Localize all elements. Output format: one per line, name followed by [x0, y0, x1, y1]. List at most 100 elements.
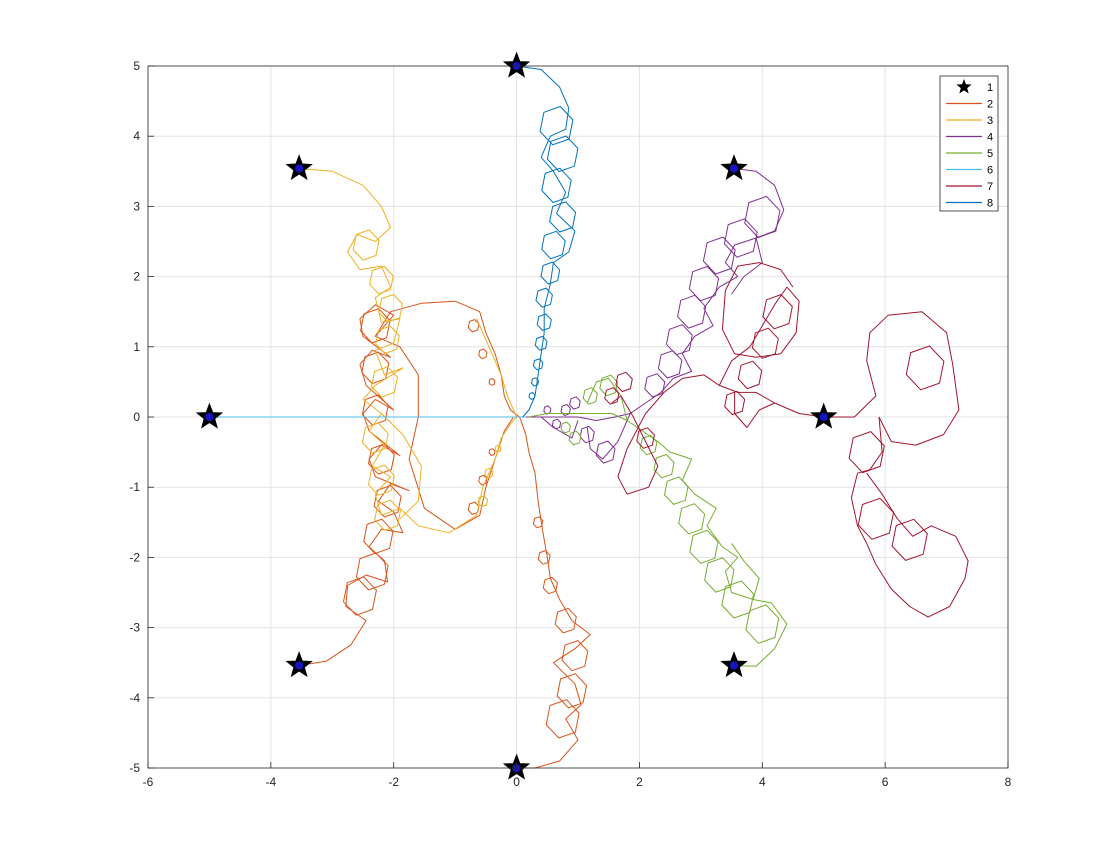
- series-5-loop: [678, 503, 706, 535]
- series-7-line: [611, 374, 824, 495]
- series-4-loop: [688, 266, 720, 302]
- series-4-loop: [677, 294, 707, 329]
- x-tick-label: 0: [513, 775, 520, 789]
- series-8-loop: [534, 335, 548, 351]
- series-8-loop: [546, 135, 579, 172]
- series-5-loop: [704, 557, 735, 593]
- y-tick-label: 0: [133, 410, 140, 424]
- series-5-loop: [568, 430, 582, 446]
- series-7-loop: [604, 387, 620, 405]
- marker-layer: [195, 51, 838, 780]
- series-2-loop: [542, 576, 558, 595]
- series-8-loop: [528, 392, 536, 400]
- series-8: [516, 65, 579, 418]
- series-3-loop: [371, 366, 398, 398]
- series-5-loop: [582, 387, 598, 405]
- y-tick-label: -4: [129, 691, 140, 705]
- series-8-loop: [540, 261, 561, 285]
- y-tick-label: -5: [129, 761, 140, 775]
- series-5-line: [731, 543, 760, 600]
- legend-star-icon: [956, 79, 972, 94]
- series-2-loop: [561, 640, 589, 672]
- series-2-loop: [478, 348, 488, 360]
- series-8-loop: [549, 201, 577, 233]
- series-4-line: [525, 168, 785, 421]
- series-2-line: [374, 300, 520, 418]
- x-tick-label: 8: [1005, 775, 1012, 789]
- x-tick-label: 6: [882, 775, 889, 789]
- series-7-loop: [636, 427, 655, 449]
- series-2: [299, 300, 591, 769]
- series-2-loop: [368, 443, 395, 475]
- series-2-loop: [467, 319, 480, 333]
- series-4-line: [540, 416, 579, 439]
- series-4-loop: [595, 440, 616, 464]
- series-2-loop: [488, 378, 496, 386]
- x-tick-label: -6: [143, 775, 154, 789]
- series-8-loop: [536, 313, 552, 331]
- series-7-line: [850, 416, 969, 618]
- series-7-line: [734, 392, 775, 428]
- series-2-loop: [545, 699, 580, 739]
- series-2-loop: [360, 308, 391, 344]
- legend-label: 7: [987, 181, 993, 193]
- y-tick-label: 1: [133, 340, 140, 354]
- series-3: [299, 168, 518, 534]
- series-2-line: [516, 416, 591, 769]
- series-4-loop: [744, 195, 781, 238]
- series-7-loop: [848, 431, 885, 474]
- series-2-loop: [556, 673, 587, 709]
- y-tick-label: -1: [129, 480, 140, 494]
- y-tick-label: 2: [133, 270, 140, 284]
- y-tick-label: -3: [129, 621, 140, 635]
- series-4: [525, 168, 785, 464]
- series-7-loop: [762, 294, 793, 330]
- legend-label: 8: [987, 198, 993, 210]
- series-4-loop: [543, 405, 552, 415]
- series-5-loop: [639, 435, 658, 456]
- series-7-loop: [724, 390, 746, 416]
- series-3-loop: [368, 464, 395, 496]
- series-7-loop: [905, 345, 945, 391]
- series-3-loop: [369, 265, 394, 295]
- star-marker-center: [295, 661, 304, 670]
- star-marker-center: [730, 661, 739, 670]
- series-7-loop: [615, 371, 633, 392]
- series-5-line: [528, 413, 788, 667]
- series-2-loop: [554, 607, 577, 634]
- series-5-loop: [745, 604, 780, 644]
- series-3-loop: [494, 444, 502, 453]
- series-2-loop: [343, 576, 377, 616]
- series-3-loop: [484, 467, 494, 479]
- series-8-loop: [541, 167, 572, 203]
- series-4-loop: [665, 324, 693, 356]
- series-2-loop: [361, 394, 389, 426]
- series-7-loop: [737, 360, 763, 390]
- series-5-loop: [599, 374, 618, 397]
- x-tick-label: 2: [636, 775, 643, 789]
- series-5-loop: [653, 454, 675, 479]
- legend-label: 5: [987, 148, 993, 160]
- series-4-loop: [551, 418, 562, 430]
- series-4-line: [731, 237, 763, 295]
- series-8-loop: [532, 358, 544, 371]
- series-3-loop: [352, 229, 380, 261]
- series-7-line: [823, 311, 960, 446]
- series-5: [528, 374, 788, 667]
- series-5-loop: [560, 421, 571, 434]
- series-7: [604, 262, 969, 618]
- series-4-loop: [657, 350, 683, 379]
- legend-label: 6: [987, 165, 993, 177]
- series-2-loop: [537, 550, 551, 565]
- legend-label: 2: [987, 99, 993, 111]
- series-3-loop: [375, 325, 400, 354]
- series-5-loop: [721, 580, 755, 619]
- series-3-loop: [378, 294, 403, 323]
- series-7-loop: [891, 518, 928, 561]
- star-marker-center: [730, 164, 739, 173]
- y-tick-label: 4: [133, 129, 140, 143]
- series-7-line: [718, 262, 800, 386]
- series-3-loop: [477, 495, 488, 508]
- legend: 1 2 3 4 5 6 7 8: [939, 75, 999, 212]
